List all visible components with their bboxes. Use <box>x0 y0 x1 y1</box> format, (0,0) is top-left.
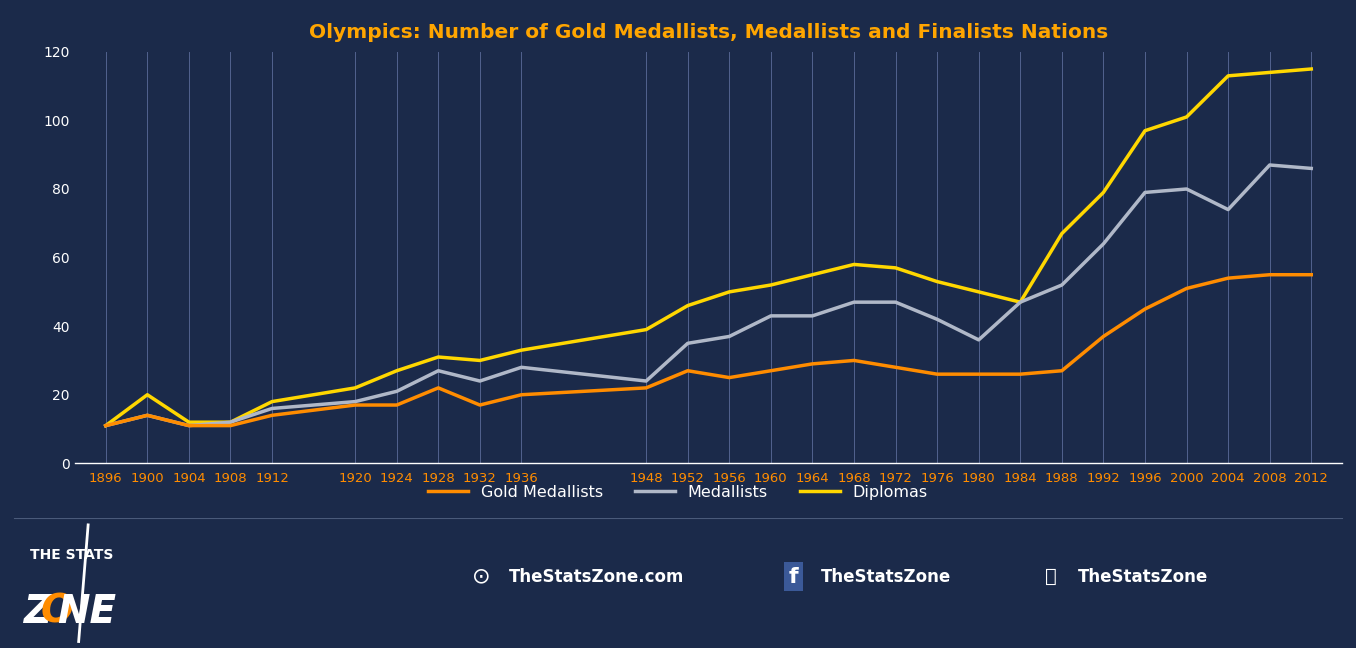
Title: Olympics: Number of Gold Medallists, Medallists and Finalists Nations: Olympics: Number of Gold Medallists, Med… <box>309 23 1108 42</box>
Text: ⊙: ⊙ <box>472 567 491 586</box>
Legend: Gold Medallists, Medallists, Diplomas: Gold Medallists, Medallists, Diplomas <box>422 479 934 506</box>
Text: 🐦: 🐦 <box>1045 567 1056 586</box>
Text: TheStatsZone: TheStatsZone <box>820 568 951 586</box>
Text: NE: NE <box>57 593 117 631</box>
Text: TheStatsZone.com: TheStatsZone.com <box>508 568 683 586</box>
Text: THE STATS: THE STATS <box>30 548 113 562</box>
Text: TheStatsZone: TheStatsZone <box>1078 568 1208 586</box>
Text: Z: Z <box>24 593 53 631</box>
Text: O: O <box>41 593 73 631</box>
Text: f: f <box>788 567 799 586</box>
